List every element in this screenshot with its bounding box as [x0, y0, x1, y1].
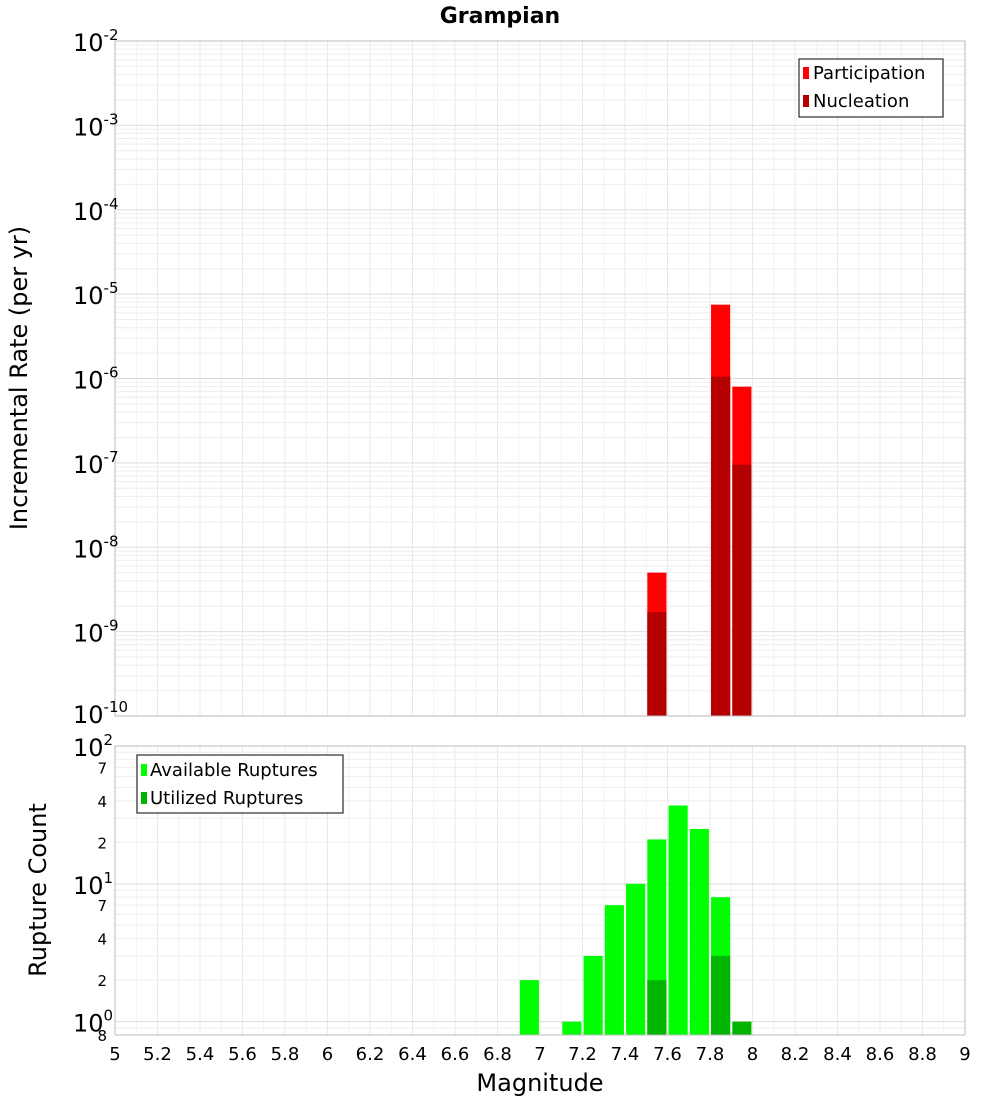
x-tick-label: 6 [322, 1044, 333, 1065]
x-tick-label: 7.4 [611, 1044, 640, 1065]
bar-utilized-ruptures [711, 955, 731, 1035]
y-minor-tick-label: 4 [97, 931, 107, 949]
top-legend-box [798, 58, 944, 118]
y-minor-tick-label: 4 [97, 793, 107, 811]
bottom-y-tick-labels: 102 101 100 7 4 2 7 4 2 8 [73, 731, 113, 1045]
x-tick-label: 6.6 [441, 1044, 470, 1065]
bar-nucleation [732, 464, 752, 716]
x-tick-label: 6.8 [483, 1044, 512, 1065]
y-tick-label: 10-10 [73, 698, 128, 729]
x-tick-label: 8.6 [866, 1044, 895, 1065]
y-minor-tick-label: 2 [97, 834, 107, 852]
top-plot-grid [114, 40, 966, 717]
bar-available-ruptures [604, 905, 624, 1035]
y-minor-tick-label: 8 [97, 1027, 107, 1045]
legend-swatch-utilized-ruptures [141, 792, 147, 804]
top-legend: Participation Nucleation [798, 58, 944, 118]
top-y-axis-label: Incremental Rate (per yr) [5, 226, 33, 530]
y-tick-label: 101 [73, 869, 113, 900]
x-axis-label: Magnitude [476, 1069, 603, 1097]
x-tick-label: 9 [959, 1044, 970, 1065]
x-tick-label: 8.4 [823, 1044, 852, 1065]
x-tick-label: 7.8 [696, 1044, 725, 1065]
bar-available-ruptures [689, 828, 709, 1035]
bar-available-ruptures [626, 883, 646, 1035]
bottom-legend: Available Ruptures Utilized Ruptures [136, 754, 344, 814]
x-tick-label: 8 [747, 1044, 758, 1065]
bar-available-ruptures [519, 980, 539, 1035]
legend-label-participation: Participation [813, 63, 925, 84]
legend-label-utilized-ruptures: Utilized Ruptures [150, 788, 303, 809]
y-tick-label: 100 [73, 1007, 113, 1038]
bottom-y-axis-label: Rupture Count [24, 803, 52, 977]
bottom-plot-bars [519, 805, 752, 1035]
legend-label-available-ruptures: Available Ruptures [150, 760, 318, 781]
y-tick-label: 10-6 [73, 364, 119, 395]
bar-available-ruptures [562, 1021, 582, 1035]
y-tick-label: 10-9 [73, 617, 119, 648]
top-plot-frame [114, 40, 966, 717]
top-y-tick-labels: 10-2 10-3 10-4 10-5 10-6 10-7 10-8 10-9 10-10 [73, 26, 128, 729]
x-tick-labels: 5 5.2 5.4 5.6 5.8 6 6.2 6.4 6.6 6.8 7 7.2 7.4 7.6 7.8 8… [109, 1044, 970, 1065]
chart-title: Grampian [440, 4, 560, 29]
y-minor-tick-label: 2 [97, 972, 107, 990]
x-tick-label: 8.8 [908, 1044, 937, 1065]
bottom-plot-frame [114, 745, 966, 1036]
bar-utilized-ruptures [647, 980, 667, 1035]
bar-available-ruptures [668, 805, 688, 1035]
y-tick-label: 10-5 [73, 279, 119, 310]
x-tick-label: 5.4 [186, 1044, 215, 1065]
y-tick-label: 10-2 [73, 26, 119, 57]
y-tick-label: 102 [73, 731, 113, 762]
bar-nucleation [647, 612, 667, 716]
legend-label-nucleation: Nucleation [813, 91, 909, 112]
bar-utilized-ruptures [732, 1021, 752, 1035]
y-minor-tick-label: 7 [97, 759, 107, 777]
x-tick-label: 5.8 [271, 1044, 300, 1065]
bar-available-ruptures [583, 955, 603, 1035]
top-plot-bars [647, 304, 752, 716]
y-tick-label: 10-7 [73, 448, 119, 479]
x-tick-label: 6.4 [398, 1044, 427, 1065]
x-tick-label: 8.2 [781, 1044, 810, 1065]
legend-swatch-participation [803, 67, 809, 79]
x-tick-label: 5 [109, 1044, 120, 1065]
x-tick-label: 6.2 [356, 1044, 385, 1065]
legend-swatch-available-ruptures [141, 764, 147, 776]
x-tick-label: 7.6 [653, 1044, 682, 1065]
y-minor-tick-label: 7 [97, 897, 107, 915]
bottom-legend-box [136, 754, 344, 814]
x-tick-label: 7.2 [568, 1044, 597, 1065]
x-tick-label: 5.2 [143, 1044, 172, 1065]
x-tick-label: 5.6 [228, 1044, 257, 1065]
legend-swatch-nucleation [803, 95, 809, 107]
y-tick-label: 10-8 [73, 532, 119, 563]
y-tick-label: 10-3 [73, 110, 119, 141]
y-tick-label: 10-4 [73, 195, 119, 226]
x-tick-label: 7 [534, 1044, 545, 1065]
bar-nucleation [711, 376, 731, 716]
